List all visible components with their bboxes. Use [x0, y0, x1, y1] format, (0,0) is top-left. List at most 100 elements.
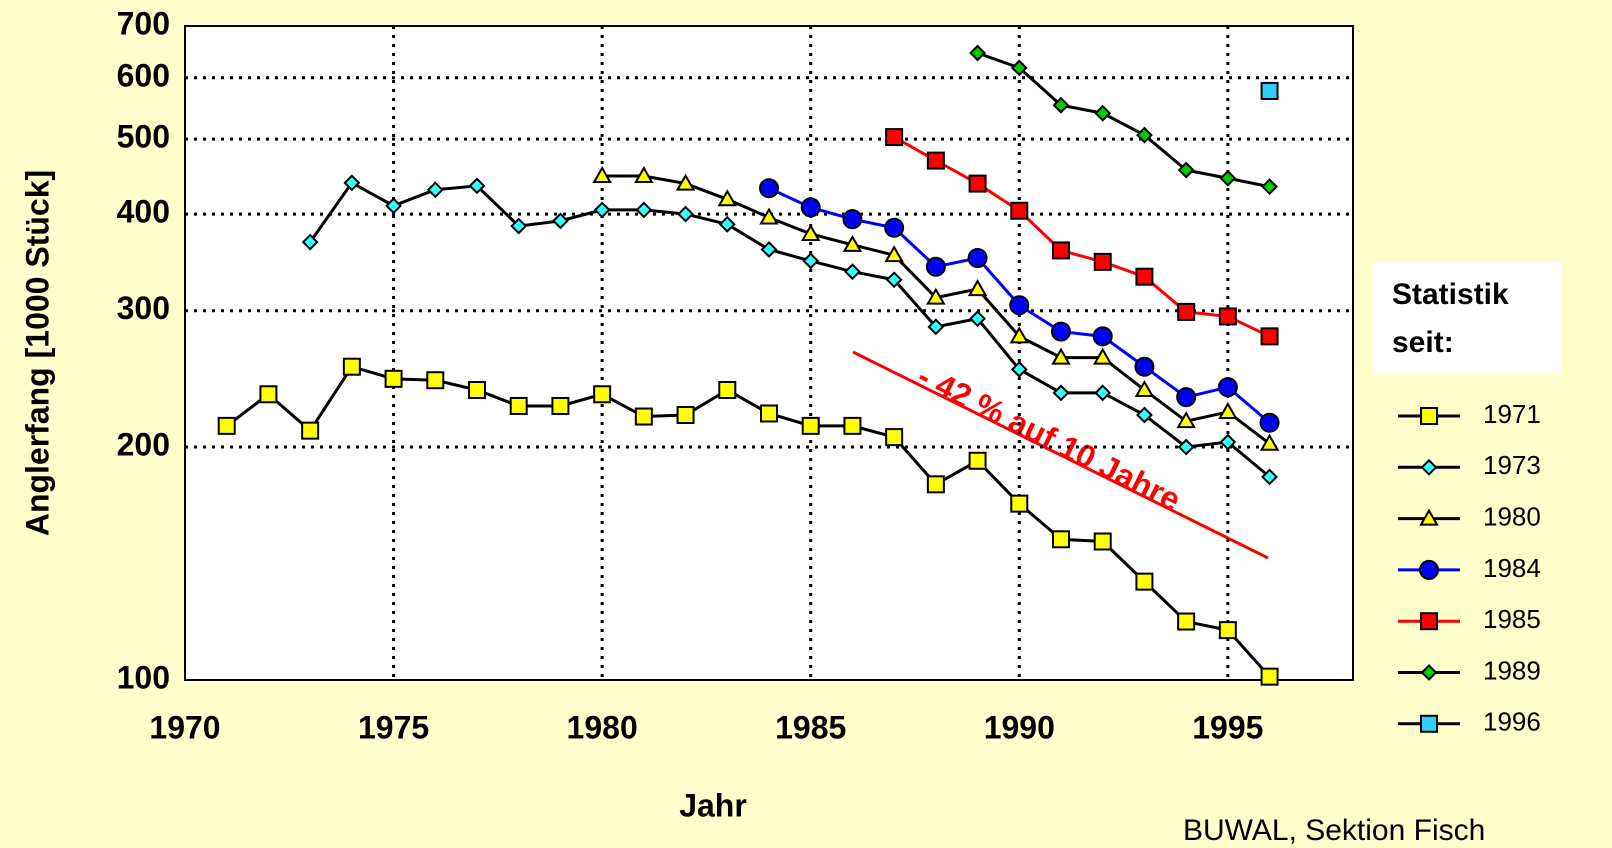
- marker: [1259, 433, 1280, 451]
- marker: [842, 209, 863, 230]
- marker: [385, 197, 402, 215]
- x-tick-label: 1970: [149, 709, 220, 745]
- marker: [1261, 468, 1278, 486]
- marker: [968, 451, 987, 470]
- legend-marker: [1420, 458, 1438, 476]
- marker: [718, 380, 737, 399]
- marker: [760, 241, 778, 258]
- marker: [1260, 327, 1279, 346]
- legend-marker: [1420, 714, 1438, 733]
- marker: [967, 248, 988, 269]
- marker: [885, 271, 903, 289]
- marker: [885, 428, 904, 447]
- marker: [1135, 267, 1154, 286]
- marker: [801, 416, 820, 435]
- marker: [718, 215, 736, 233]
- marker: [1093, 252, 1112, 271]
- x-axis-title: Jahr: [679, 787, 747, 823]
- marker: [342, 357, 361, 376]
- marker: [1176, 411, 1196, 429]
- trend-line: [852, 350, 1269, 560]
- marker: [634, 165, 654, 183]
- marker: [1136, 126, 1153, 144]
- marker: [635, 201, 653, 219]
- marker: [1260, 667, 1279, 686]
- marker: [760, 404, 778, 423]
- marker: [759, 207, 779, 225]
- marker: [717, 189, 738, 207]
- marker: [593, 385, 612, 404]
- marker: [1217, 377, 1238, 398]
- legend-marker: [1420, 612, 1438, 631]
- marker: [969, 310, 986, 328]
- y-tick-label: 100: [117, 659, 170, 695]
- marker: [1219, 433, 1237, 451]
- legend-marker: [1420, 407, 1438, 425]
- marker: [1009, 326, 1030, 344]
- marker: [1177, 302, 1196, 321]
- plot-area: [184, 25, 1354, 681]
- marker: [343, 174, 361, 192]
- marker: [842, 234, 863, 252]
- marker: [925, 256, 946, 277]
- marker: [1093, 532, 1112, 551]
- series-line: [893, 135, 1271, 338]
- marker: [1177, 612, 1196, 631]
- marker: [1218, 307, 1237, 326]
- marker: [844, 263, 861, 281]
- marker: [1051, 321, 1071, 342]
- marker: [468, 380, 486, 399]
- marker: [217, 416, 236, 435]
- marker: [593, 201, 611, 219]
- marker: [1010, 494, 1029, 513]
- x-tick-label: 1990: [984, 709, 1055, 745]
- marker: [1259, 412, 1280, 433]
- marker: [1051, 347, 1071, 365]
- y-tick-label: 300: [117, 290, 170, 326]
- marker: [926, 475, 945, 494]
- marker: [1177, 161, 1195, 179]
- marker: [969, 44, 986, 62]
- marker: [551, 396, 570, 415]
- marker: [592, 165, 612, 183]
- marker: [510, 217, 528, 235]
- marker: [301, 421, 320, 440]
- marker: [468, 177, 486, 195]
- marker: [552, 212, 569, 230]
- legend-label: 1996: [1483, 707, 1541, 737]
- x-tick-label: 1995: [1192, 709, 1263, 745]
- y-axis-title: Anglerfang [1000 Stück]: [19, 170, 55, 536]
- marker: [1052, 241, 1070, 260]
- marker: [1010, 59, 1028, 77]
- marker: [1052, 384, 1070, 402]
- marker: [509, 396, 528, 415]
- marker: [1134, 379, 1155, 397]
- marker: [1052, 530, 1070, 549]
- marker: [802, 252, 820, 270]
- marker: [634, 407, 653, 426]
- marker: [884, 245, 904, 263]
- legend-title: Statistik: [1392, 278, 1509, 311]
- source: BUWAL, Sektion Fisch: [1183, 814, 1485, 847]
- marker: [301, 233, 319, 251]
- legend-title: seit:: [1392, 326, 1454, 359]
- marker: [1094, 384, 1112, 402]
- marker: [1219, 169, 1237, 187]
- marker: [800, 223, 821, 241]
- legend-label: 1980: [1483, 501, 1541, 531]
- marker: [677, 205, 694, 223]
- y-tick-label: 500: [117, 119, 170, 155]
- x-tick-label: 1985: [775, 709, 846, 745]
- marker: [1134, 356, 1155, 377]
- marker: [1218, 401, 1238, 419]
- marker: [885, 128, 904, 147]
- legend-marker: [1419, 508, 1439, 526]
- marker: [676, 406, 695, 425]
- marker: [675, 173, 696, 191]
- marker: [1136, 406, 1153, 424]
- marker: [1010, 360, 1028, 378]
- legend-label: 1973: [1483, 450, 1541, 480]
- marker: [1261, 178, 1278, 196]
- legend-marker: [1420, 664, 1438, 681]
- marker: [927, 318, 945, 336]
